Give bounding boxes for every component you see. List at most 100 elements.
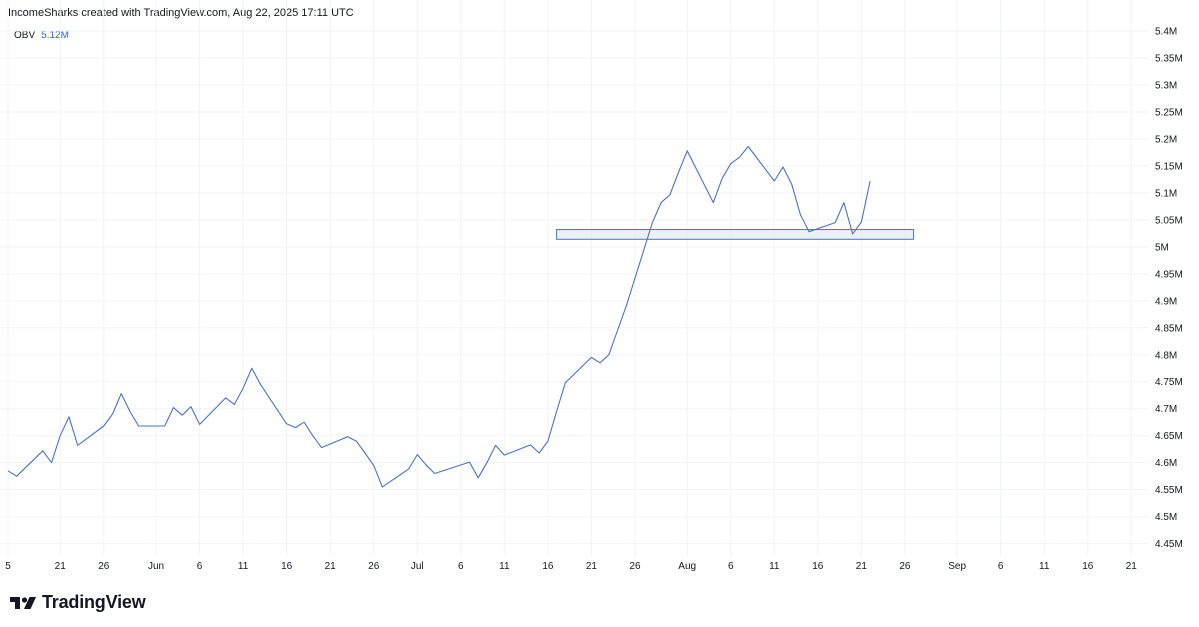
grid-lines [0, 0, 1148, 555]
brand-name: TradingView [42, 592, 146, 612]
obv-data-point [407, 468, 409, 470]
obv-data-point [42, 450, 44, 452]
obv-data-point [677, 171, 679, 173]
obv-data-point [7, 470, 9, 472]
x-tick-label: 21 [856, 561, 868, 572]
obv-data-point [547, 440, 549, 442]
indicator-name: OBV [14, 30, 36, 41]
obv-data-point [224, 397, 226, 399]
chart-caption: IncomeSharks created with TradingView.co… [8, 7, 354, 19]
obv-data-point [712, 201, 714, 203]
x-tick-label: 21 [55, 561, 67, 572]
obv-data-point [251, 367, 253, 369]
x-tick-label: 26 [98, 561, 110, 572]
obv-data-point [538, 452, 540, 454]
y-tick-label: 4.5M [1155, 512, 1177, 523]
y-tick-label: 4.45M [1155, 539, 1183, 550]
obv-data-point [303, 421, 305, 423]
obv-data-point [111, 413, 113, 415]
x-tick-label: 6 [728, 561, 734, 572]
x-tick-label: 11 [238, 561, 249, 572]
obv-series-line [7, 145, 871, 488]
y-tick-label: 5.35M [1155, 53, 1183, 64]
x-tick-label: 6 [998, 561, 1004, 572]
tradingview-brand[interactable]: TradingView [10, 592, 146, 613]
y-tick-label: 5.3M [1155, 80, 1177, 91]
obv-data-point [59, 434, 61, 436]
obv-data-point [686, 150, 688, 152]
obv-data-point [468, 461, 470, 463]
obv-data-point [416, 453, 418, 455]
x-tick-label: 16 [542, 561, 554, 572]
y-tick-label: 4.7M [1155, 404, 1177, 415]
y-tick-label: 4.55M [1155, 485, 1183, 496]
y-tick-label: 5.05M [1155, 215, 1183, 226]
obv-data-point [259, 383, 261, 385]
price-axis: 5.4M 5.35M 5.3M 5.25M 5.2M 5.15M 5.1M 5.05M 5M 4.… [1155, 27, 1183, 551]
obv-data-point [486, 461, 488, 463]
x-tick-label: Jun [148, 561, 164, 572]
y-tick-label: 4.95M [1155, 269, 1183, 280]
obv-data-point [529, 444, 531, 446]
x-tick-label: 16 [812, 561, 824, 572]
obv-data-point [137, 425, 139, 427]
x-tick-label: 26 [899, 561, 911, 572]
obv-data-point [773, 180, 775, 182]
x-tick-label: 26 [368, 561, 380, 572]
x-tick-label: Aug [678, 561, 696, 572]
y-tick-label: 4.75M [1155, 377, 1183, 388]
obv-data-point [808, 231, 810, 233]
obv-data-point [625, 305, 627, 307]
obv-data-point [164, 425, 166, 427]
y-tick-label: 4.6M [1155, 458, 1177, 469]
obv-data-point [564, 382, 566, 384]
y-tick-label: 5.15M [1155, 161, 1183, 172]
obv-data-point [294, 426, 296, 428]
obv-data-point [730, 163, 732, 165]
x-tick-label: 6 [458, 561, 464, 572]
obv-data-point [425, 464, 427, 466]
y-tick-label: 4.65M [1155, 431, 1183, 442]
x-tick-label: 16 [281, 561, 293, 572]
obv-data-point [433, 472, 435, 474]
obv-data-point [851, 233, 853, 235]
obv-data-point [198, 423, 200, 425]
time-axis: 5 21 26 Jun 6 11 16 21 26 Jul 6 11 16 21 26 Aug 6 11 16 21 2… [5, 561, 1137, 572]
obv-data-point [103, 425, 105, 427]
x-tick-label: 26 [629, 561, 641, 572]
obv-data-point [660, 201, 662, 203]
obv-data-point [669, 194, 671, 196]
x-tick-label: 11 [499, 561, 510, 572]
x-tick-label: 21 [586, 561, 598, 572]
obv-data-point [477, 477, 479, 479]
series-layer [7, 145, 871, 488]
obv-data-point [869, 180, 871, 182]
x-tick-label: 6 [197, 561, 203, 572]
indicator-value: 5.12M [41, 30, 69, 41]
y-tick-label: 5.4M [1155, 27, 1177, 38]
x-tick-label: 21 [1126, 561, 1138, 572]
support-zone [556, 229, 915, 240]
x-tick-label: Jul [411, 561, 424, 572]
obv-data-point [320, 446, 322, 448]
y-tick-label: 5.1M [1155, 188, 1177, 199]
obv-data-point [50, 461, 52, 463]
obv-data-point [782, 166, 784, 168]
x-tick-label: 11 [1039, 561, 1050, 572]
obv-data-point [16, 475, 18, 477]
obv-data-point [76, 444, 78, 446]
obv-data-point [555, 410, 557, 412]
y-tick-label: 4.9M [1155, 296, 1177, 307]
obv-data-point [494, 444, 496, 446]
obv-data-point [355, 440, 357, 442]
obv-data-point [233, 403, 235, 405]
y-tick-label: 4.85M [1155, 323, 1183, 334]
obv-data-point [373, 464, 375, 466]
obv-data-point [503, 454, 505, 456]
obv-data-point [616, 329, 618, 331]
obv-data-point [242, 387, 244, 389]
obv-data-point [608, 354, 610, 356]
obv-data-point [747, 145, 749, 147]
x-tick-label: Sep [948, 561, 966, 572]
